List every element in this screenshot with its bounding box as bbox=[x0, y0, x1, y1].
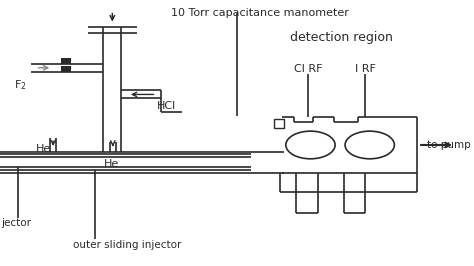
Text: He: He bbox=[104, 159, 119, 169]
Text: Cl RF: Cl RF bbox=[294, 64, 322, 74]
Text: to pump: to pump bbox=[427, 140, 470, 150]
Text: outer sliding injector: outer sliding injector bbox=[73, 240, 182, 250]
Text: detection region: detection region bbox=[290, 31, 393, 44]
Text: He: He bbox=[36, 144, 51, 154]
Bar bbox=[61, 66, 71, 72]
Bar bbox=[61, 58, 71, 64]
Text: jector: jector bbox=[1, 218, 31, 228]
Bar bbox=[274, 119, 284, 128]
Circle shape bbox=[286, 131, 335, 159]
Text: F$_2$: F$_2$ bbox=[14, 78, 27, 92]
Text: I RF: I RF bbox=[355, 64, 375, 74]
Text: HCl: HCl bbox=[156, 101, 176, 111]
Circle shape bbox=[345, 131, 394, 159]
Text: 10 Torr capacitance manometer: 10 Torr capacitance manometer bbox=[171, 8, 348, 18]
